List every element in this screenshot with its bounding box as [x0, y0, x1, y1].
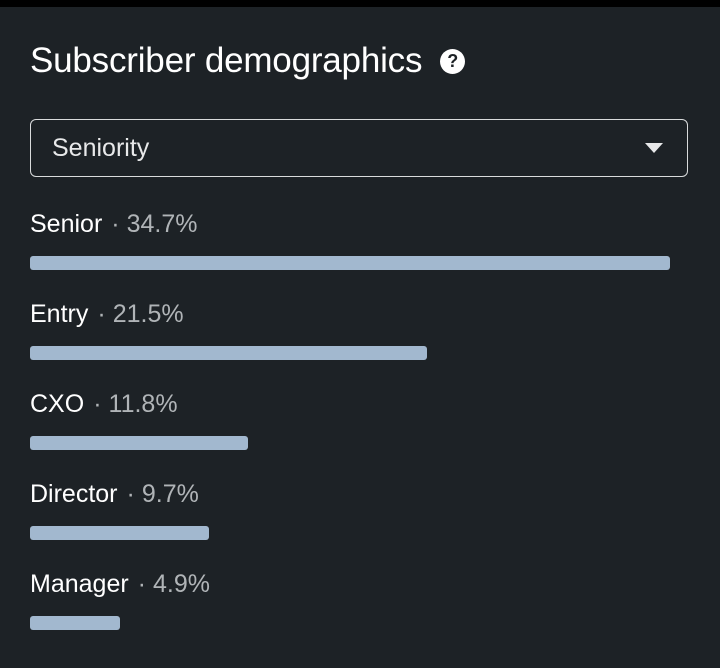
percent-bar [30, 436, 248, 450]
page-title: Subscriber demographics [30, 41, 423, 80]
demographic-dropdown[interactable]: Seniority [30, 119, 688, 177]
bar-track [30, 346, 670, 360]
separator-dot: · [97, 300, 106, 328]
seniority-percent: 11.8% [108, 390, 178, 418]
seniority-name: CXO [30, 390, 85, 418]
separator-dot: · [137, 570, 146, 598]
percent-bar [30, 346, 427, 360]
percent-bar [30, 616, 121, 630]
bar-track [30, 616, 670, 630]
percent-bar [30, 256, 670, 270]
seniority-percent: 21.5% [112, 300, 184, 328]
seniority-list: Senior · 34.7% Entry · 21.5% CXO · 11.8% Direc… [30, 208, 670, 658]
seniority-percent: 9.7% [141, 480, 199, 508]
seniority-percent: 34.7% [126, 210, 198, 238]
top-edge-strip [0, 0, 720, 7]
chevron-down-icon [645, 143, 663, 153]
bar-track [30, 256, 670, 270]
section-header: Subscriber demographics ? [30, 38, 466, 84]
seniority-name: Senior [30, 210, 103, 238]
list-item: Director · 9.7% [30, 478, 670, 568]
list-item: CXO · 11.8% [30, 388, 670, 478]
list-item: Entry · 21.5% [30, 298, 670, 388]
separator-dot: · [126, 480, 135, 508]
list-item: Senior · 34.7% [30, 208, 670, 298]
percent-bar [30, 526, 209, 540]
separator-dot: · [111, 210, 120, 238]
bar-track [30, 526, 670, 540]
seniority-percent: 4.9% [153, 570, 210, 598]
seniority-name: Manager [30, 570, 129, 598]
list-item: Manager · 4.9% [30, 568, 670, 658]
seniority-name: Director [30, 480, 118, 508]
dropdown-selected-value: Seniority [52, 133, 150, 162]
help-circle-icon[interactable]: ? [440, 48, 466, 74]
seniority-name: Entry [30, 300, 89, 328]
separator-dot: · [93, 390, 102, 418]
bar-track [30, 436, 670, 450]
